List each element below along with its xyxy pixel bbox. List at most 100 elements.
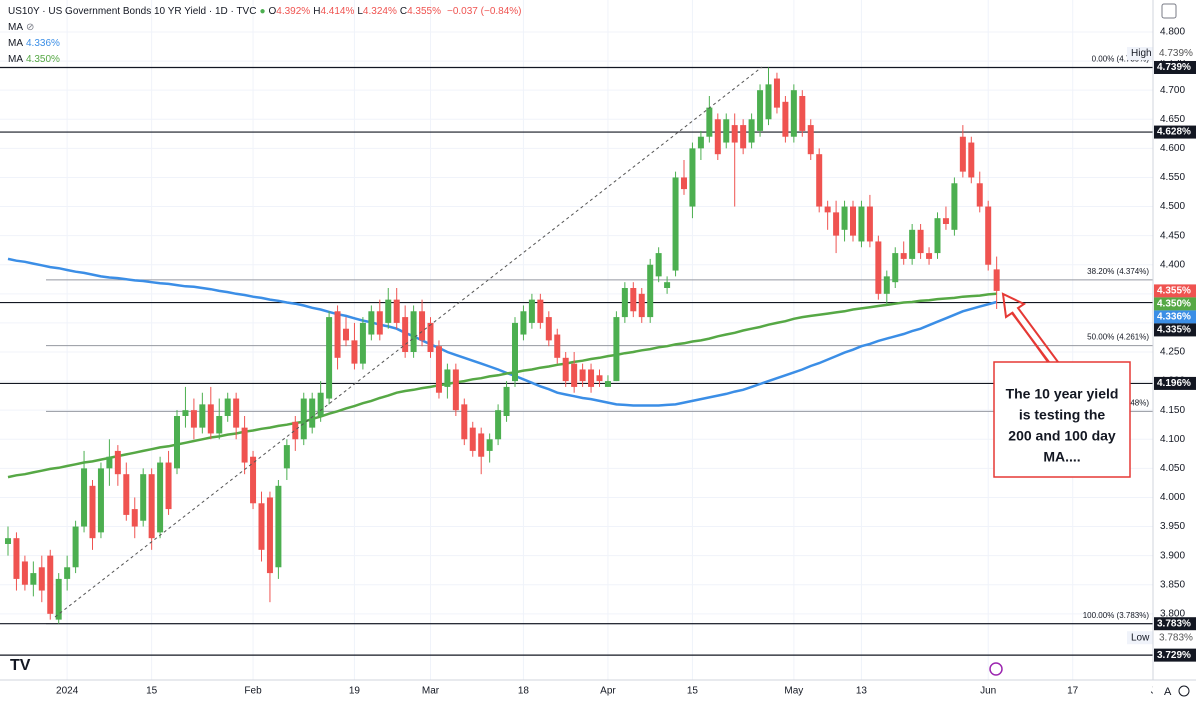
price-badge-label: 4.196%: [1157, 378, 1191, 389]
x-tick-label: 19: [349, 686, 361, 697]
price-badge: [1154, 323, 1196, 337]
price-badge: [1154, 297, 1196, 311]
annotation: The 10 year yield is testing the 200 and 1…: [993, 292, 1131, 478]
icon[interactable]: [989, 662, 1003, 676]
price-badge-label: 4.628%: [1157, 127, 1191, 138]
extreme-badge-label: 3.783%: [1159, 632, 1193, 643]
candle-body: [233, 398, 240, 428]
icon[interactable]: [1161, 3, 1177, 19]
candle-body: [731, 125, 738, 143]
candle-body: [512, 322, 518, 382]
candle-body: [892, 253, 899, 283]
candle-body: [216, 416, 223, 434]
candle-body: [562, 357, 569, 382]
candle-body: [165, 462, 172, 510]
price-badge-label: 4.336%: [1157, 312, 1191, 323]
candle-body: [199, 404, 206, 428]
price-badge-label: 3.783%: [1157, 618, 1191, 629]
settings-button[interactable]: [1178, 685, 1190, 697]
candle-body: [630, 288, 637, 312]
candle-body: [976, 183, 983, 207]
x-tick-label: 2024: [56, 686, 79, 697]
x-tick-label: 13: [856, 686, 868, 697]
indicator-name: MA: [8, 22, 23, 33]
y-tick-label: 4.100: [1160, 434, 1185, 445]
fib-label: 0.00% (4.739%): [1092, 55, 1150, 64]
legend: US10Y · US Government Bonds 10 YR Yield …: [8, 4, 525, 68]
price-badge: [1154, 648, 1196, 662]
readout-key: C: [399, 6, 408, 17]
readout-key: H: [313, 6, 321, 17]
candle-body: [495, 410, 502, 440]
candle-body: [959, 136, 966, 172]
indicator-rows: MA 4.336% MA 4.350%: [8, 36, 525, 68]
annotation-box: [993, 361, 1131, 478]
indicator-name: MA: [8, 38, 23, 49]
annotation-text: The 10 year yield: [1006, 386, 1119, 402]
candle-body: [554, 334, 561, 358]
change: −0.037 (−0.84%): [447, 6, 522, 17]
candle-body: [697, 136, 704, 149]
candle-body: [672, 177, 679, 271]
candle-body: [13, 538, 20, 579]
y-tick-label: 4.000: [1160, 492, 1185, 503]
candle-body: [30, 573, 37, 585]
candle-body: [402, 317, 409, 352]
x-tick-label: Jun: [980, 686, 996, 697]
candle-body: [258, 503, 265, 550]
candle-body: [224, 398, 231, 416]
candle-body: [866, 206, 873, 242]
y-tick-label: 3.950: [1160, 521, 1185, 532]
candle-body: [604, 381, 611, 387]
candle-body: [571, 363, 578, 387]
symbol-title: US10Y · US Government Bonds 10 YR Yield …: [8, 6, 257, 17]
auto-scale-button[interactable]: A: [1164, 686, 1172, 698]
y-tick-label: 4.800: [1160, 27, 1185, 38]
candle-body: [419, 311, 426, 341]
readout-key: L: [357, 6, 363, 17]
candle-body: [537, 299, 544, 323]
grid: [0, 0, 1158, 680]
candle-body: [393, 299, 400, 323]
x-tick-label: Feb: [244, 686, 262, 697]
candle-body: [55, 578, 62, 620]
price-badge-label: 4.739%: [1157, 62, 1191, 73]
readout-value: 4.414%: [320, 6, 355, 17]
candle-body: [351, 340, 358, 364]
y-tick-label: 3.900: [1160, 550, 1185, 561]
candle-body: [875, 241, 882, 294]
candle-body: [689, 148, 696, 207]
fib-label: 50.00% (4.261%): [1087, 333, 1149, 342]
y-tick-label: 4.400: [1160, 259, 1185, 270]
extreme-badge: [1154, 631, 1196, 645]
candle-body: [588, 369, 595, 387]
price-badge-label: 3.729%: [1157, 650, 1191, 661]
status-dot: ●: [259, 6, 266, 17]
trend-line: [54, 66, 763, 618]
price-badge: [1154, 125, 1196, 139]
candle-body: [638, 293, 645, 318]
candle-body: [241, 427, 248, 463]
candle-body: [97, 468, 104, 533]
indicator-row: MA 4.350%: [8, 52, 525, 68]
candle-body: [47, 555, 54, 614]
annotation-text: MA....: [1043, 449, 1080, 465]
candle-body: [376, 311, 383, 335]
candle-body: [250, 456, 257, 504]
candle-body: [283, 445, 290, 469]
extreme-tag-box: [1127, 46, 1153, 60]
candle-body: [757, 90, 764, 131]
candle-body: [503, 386, 510, 416]
eye-icon[interactable]: ⊘: [26, 22, 35, 33]
candle-body: [883, 276, 890, 294]
candle-body: [435, 346, 442, 393]
candle-body: [461, 404, 468, 440]
fib-label: 100.00% (3.783%): [1083, 611, 1150, 620]
annotation-text: is testing the: [1019, 407, 1106, 423]
candle-body: [207, 404, 214, 434]
candle-body: [38, 567, 45, 591]
candle-body: [123, 474, 130, 515]
x-tick-label: 18: [518, 686, 530, 697]
indicator-name: MA: [8, 54, 23, 65]
y-tick-label: 3.800: [1160, 608, 1185, 619]
